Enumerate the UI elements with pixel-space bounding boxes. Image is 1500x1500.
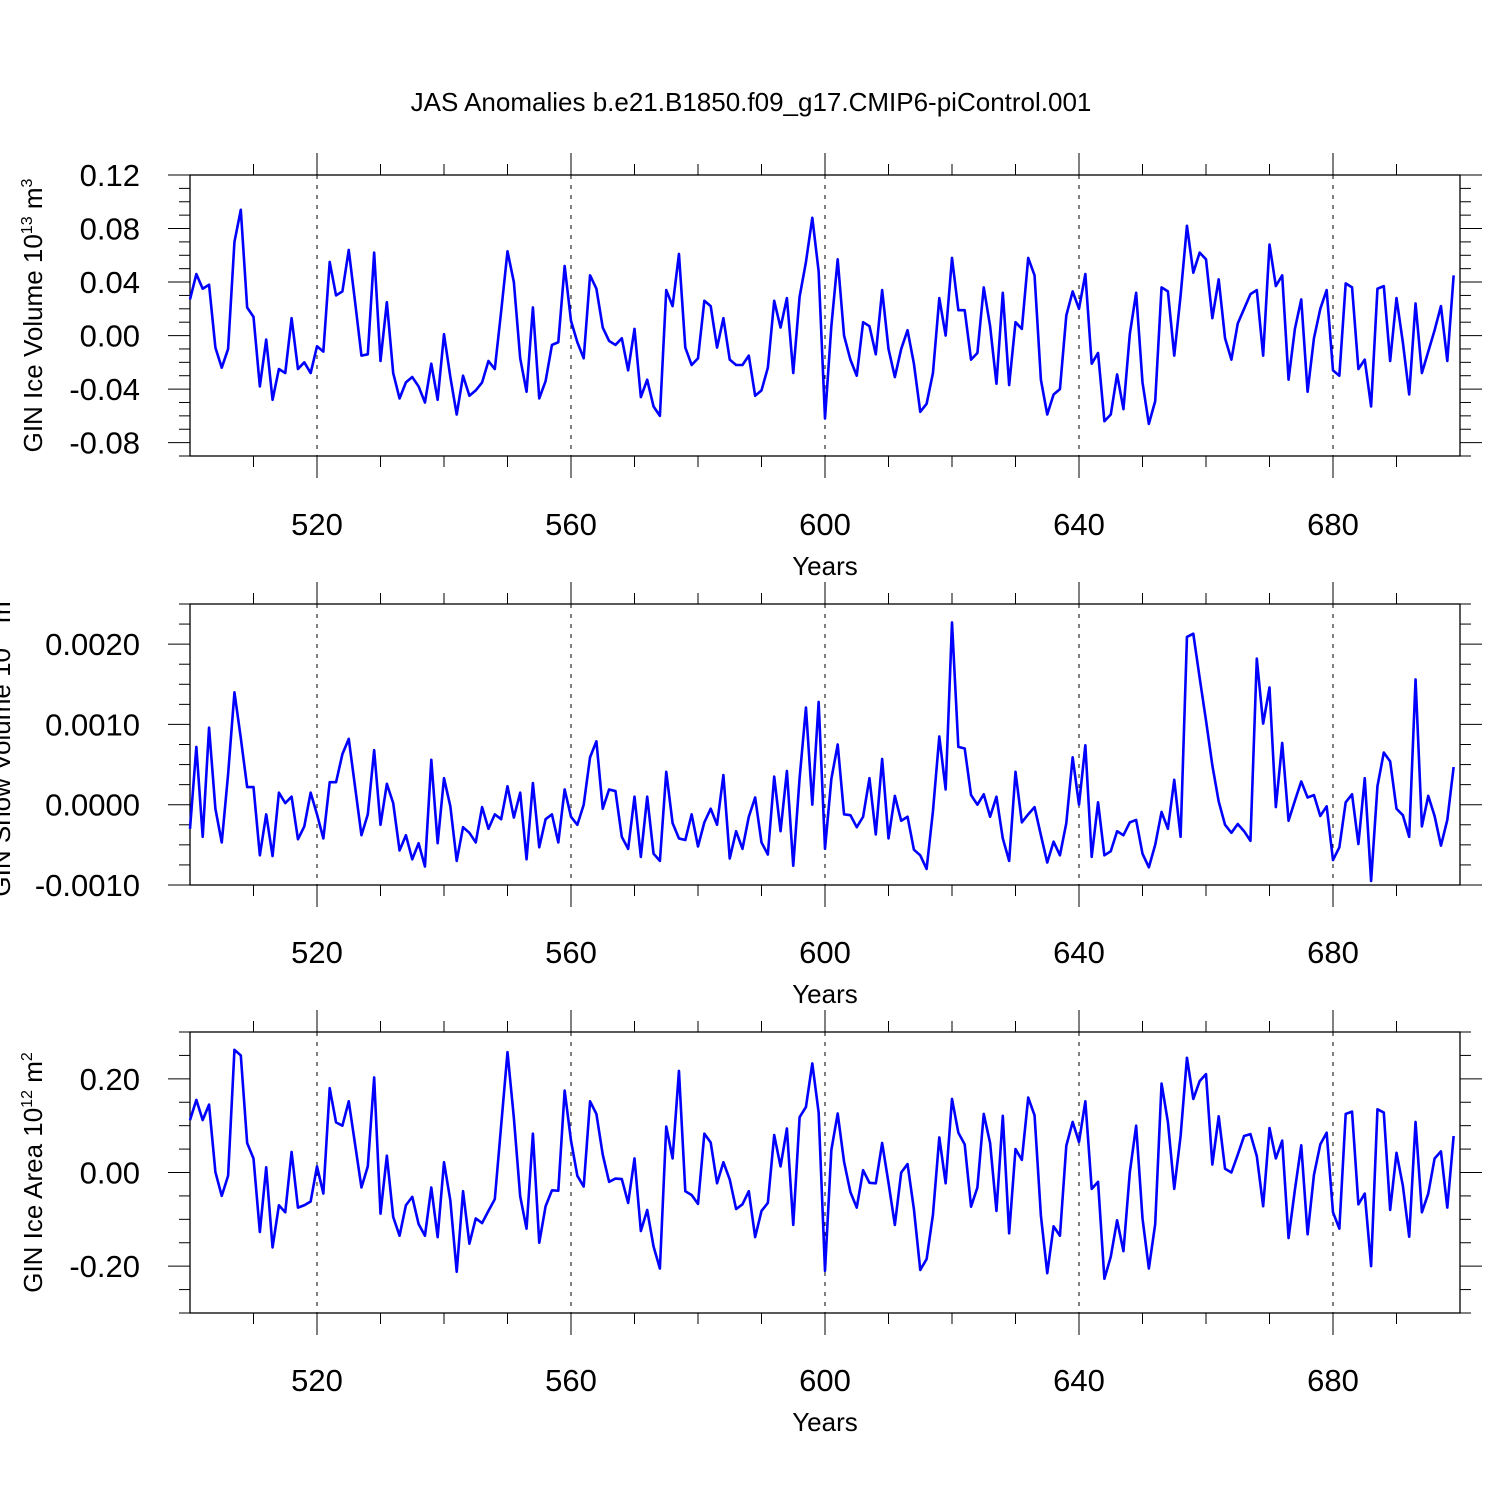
x-tick-label: 640: [1053, 1363, 1105, 1398]
x-axis-title: Years: [792, 1407, 858, 1437]
y-axis-title: GIN Snow Volume 1013 m3: [0, 592, 16, 896]
y-axis-title: GIN Ice Area 1012 m2: [18, 1052, 48, 1293]
x-tick-label: 600: [799, 935, 851, 970]
y-axis-title: GIN Ice Volume 1013 m3: [18, 178, 48, 452]
x-axis-title: Years: [792, 979, 858, 1009]
y-axis-title-unit: m: [18, 187, 48, 216]
y-tick-label: -0.04: [69, 372, 140, 407]
x-tick-label: 600: [799, 507, 851, 542]
x-tick-label: 520: [291, 935, 343, 970]
x-tick-label: 640: [1053, 507, 1105, 542]
plot-frame: [189, 174, 1461, 457]
y-tick-label: -0.0010: [35, 868, 140, 903]
x-tick-label: 560: [545, 1363, 597, 1398]
y-tick-label: 0.0010: [45, 707, 140, 742]
panel-1: 520 560 600 640 680 -0.08 -0.04 0.00 0.04 0.08 0.1…: [18, 153, 1482, 581]
y-axis-title-exponent: 13: [0, 630, 4, 648]
y-tick-label: 0.08: [80, 212, 140, 247]
y-axis-title-text: GIN Ice Volume 10: [18, 234, 48, 452]
y-axis-title-unit-exponent: 3: [0, 592, 4, 601]
plot-frame: [189, 603, 1461, 886]
y-axis-title-text: GIN Ice Area 10: [18, 1108, 48, 1293]
y-tick-label: 0.0000: [45, 788, 140, 823]
x-tick-label: 600: [799, 1363, 851, 1398]
series-line: [188, 208, 1455, 426]
y-axis-title-exponent: 13: [19, 216, 36, 234]
panel-2: 520 560 600 640 680 -0.0010 0.0000 0.0010 0.0020…: [0, 582, 1482, 1009]
y-axis-title-exponent: 12: [19, 1090, 36, 1108]
y-tick-label: -0.20: [69, 1249, 140, 1284]
y-axis-title-unit-exponent: 3: [19, 178, 36, 187]
y-tick-label: 0.04: [80, 265, 140, 300]
x-tick-label: 560: [545, 935, 597, 970]
x-axis-title: Years: [792, 551, 858, 581]
y-axis-title-text: GIN Snow Volume 10: [0, 648, 16, 897]
y-tick-label: 0.20: [80, 1062, 140, 1097]
x-tick-label: 560: [545, 507, 597, 542]
plot-frame: [189, 1031, 1461, 1314]
y-tick-label: 0.0020: [45, 627, 140, 662]
y-tick-label: 0.00: [80, 1156, 140, 1191]
y-tick-label: -0.08: [69, 426, 140, 461]
series-line: [188, 621, 1455, 883]
x-tick-label: 680: [1307, 1363, 1359, 1398]
panel-3: 520 560 600 640 680 -0.20 0.00 0.20 Years GIN Ice…: [18, 1010, 1482, 1437]
x-tick-label: 680: [1307, 935, 1359, 970]
y-tick-label: 0.00: [80, 319, 140, 354]
x-tick-label: 520: [291, 1363, 343, 1398]
series-line: [188, 1048, 1455, 1281]
figure-title: JAS Anomalies b.e21.B1850.f09_g17.CMIP6-…: [411, 87, 1092, 117]
y-axis-title-unit-exponent: 2: [19, 1052, 36, 1061]
y-axis-title-unit: m: [0, 601, 16, 630]
y-tick-label: 0.12: [80, 158, 140, 193]
x-tick-label: 640: [1053, 935, 1105, 970]
y-axis-title-unit: m: [18, 1061, 48, 1090]
x-tick-label: 680: [1307, 507, 1359, 542]
x-tick-label: 520: [291, 507, 343, 542]
